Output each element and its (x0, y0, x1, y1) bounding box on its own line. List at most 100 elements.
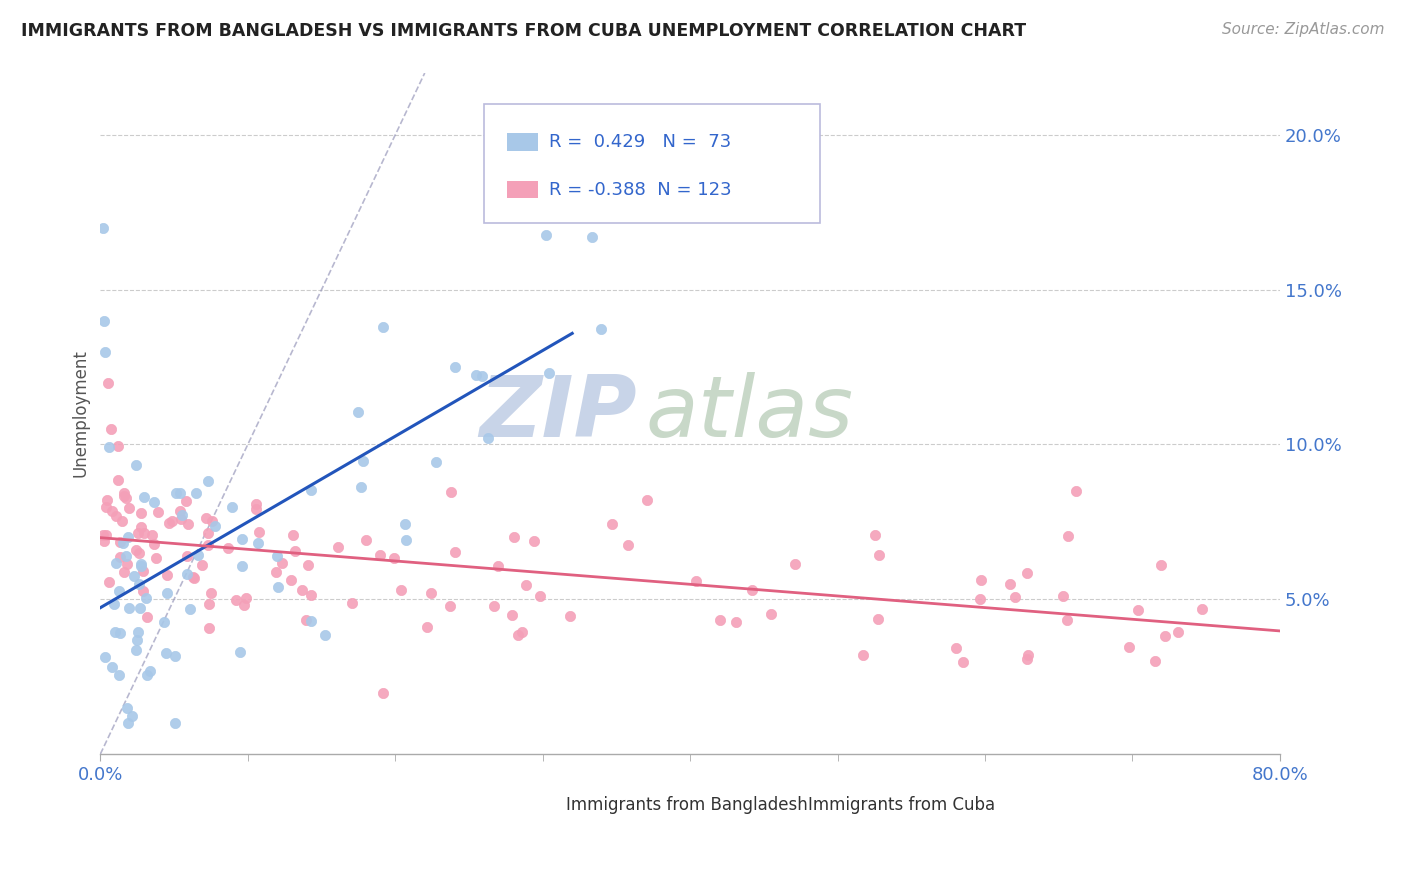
Point (94, 649, 117, 664)
Point (98, 574, 121, 589)
Point (143, 537, 166, 551)
Point (100, 422, 122, 436)
Point (91, 528, 114, 542)
Point (536, 227, 558, 242)
Point (135, 591, 157, 605)
Point (443, 360, 465, 375)
Point (373, 686, 395, 700)
Point (148, 505, 170, 519)
Point (297, 558, 319, 572)
Point (284, 544, 307, 558)
Point (172, 508, 194, 522)
Point (141, 528, 163, 542)
Point (94, 344, 117, 359)
Point (283, 528, 305, 542)
Point (197, 538, 219, 552)
Point (110, 550, 132, 565)
Point (439, 599, 461, 613)
Point (617, 538, 640, 552)
Point (1015, 566, 1038, 581)
Point (91, 220, 114, 235)
Point (1154, 629, 1177, 643)
Point (1118, 640, 1140, 654)
Point (177, 517, 200, 532)
Point (114, 486, 136, 500)
Point (107, 584, 129, 599)
Point (600, 517, 623, 532)
Point (270, 556, 292, 570)
Point (440, 485, 463, 500)
Point (245, 501, 267, 516)
Point (685, 574, 707, 589)
Point (416, 620, 439, 634)
Point (291, 582, 314, 597)
Point (233, 599, 256, 613)
Point (104, 508, 127, 523)
Point (945, 641, 967, 656)
Point (1191, 602, 1213, 616)
Point (111, 515, 134, 529)
Point (103, 598, 125, 612)
Point (709, 614, 731, 628)
Point (127, 625, 149, 640)
Point (1064, 483, 1087, 498)
Point (125, 458, 148, 473)
Point (181, 569, 204, 583)
Point (124, 543, 146, 558)
FancyBboxPatch shape (484, 103, 820, 223)
Point (266, 566, 288, 580)
Point (135, 609, 157, 624)
Point (152, 615, 174, 630)
Point (201, 514, 224, 528)
Point (581, 230, 603, 244)
Point (132, 490, 155, 504)
Point (218, 541, 240, 555)
Point (132, 564, 155, 578)
Point (179, 602, 201, 616)
Point (132, 584, 155, 599)
Y-axis label: Unemployment: Unemployment (72, 350, 89, 477)
Point (382, 551, 405, 566)
Point (998, 577, 1021, 591)
Point (326, 540, 349, 554)
Point (165, 486, 187, 500)
FancyBboxPatch shape (508, 181, 538, 198)
Point (510, 625, 533, 640)
Point (125, 632, 148, 647)
Point (111, 536, 134, 550)
Point (247, 536, 270, 550)
Text: atlas: atlas (645, 372, 853, 455)
Point (235, 591, 257, 606)
Point (486, 559, 509, 574)
Point (94, 500, 117, 514)
Point (783, 557, 806, 571)
Point (127, 525, 149, 540)
Point (112, 566, 135, 580)
Point (145, 550, 167, 565)
Point (117, 530, 139, 544)
Point (93, 533, 115, 548)
FancyBboxPatch shape (508, 133, 538, 151)
Point (129, 506, 152, 520)
Point (117, 716, 139, 731)
Point (200, 586, 222, 600)
Point (267, 580, 290, 594)
Point (231, 559, 253, 574)
Point (160, 514, 183, 528)
Point (169, 486, 191, 500)
Point (129, 558, 152, 572)
Point (471, 368, 494, 383)
Text: R = -0.388  N = 123: R = -0.388 N = 123 (548, 180, 731, 199)
Point (863, 527, 886, 541)
Point (515, 578, 537, 592)
Point (176, 567, 198, 582)
Point (523, 534, 546, 549)
Point (225, 593, 247, 607)
Point (299, 588, 322, 602)
Point (529, 589, 551, 603)
Point (354, 533, 377, 548)
Point (197, 474, 219, 488)
Point (231, 532, 253, 546)
Point (110, 535, 132, 549)
Text: Immigrants from Cuba: Immigrants from Cuba (808, 797, 995, 814)
